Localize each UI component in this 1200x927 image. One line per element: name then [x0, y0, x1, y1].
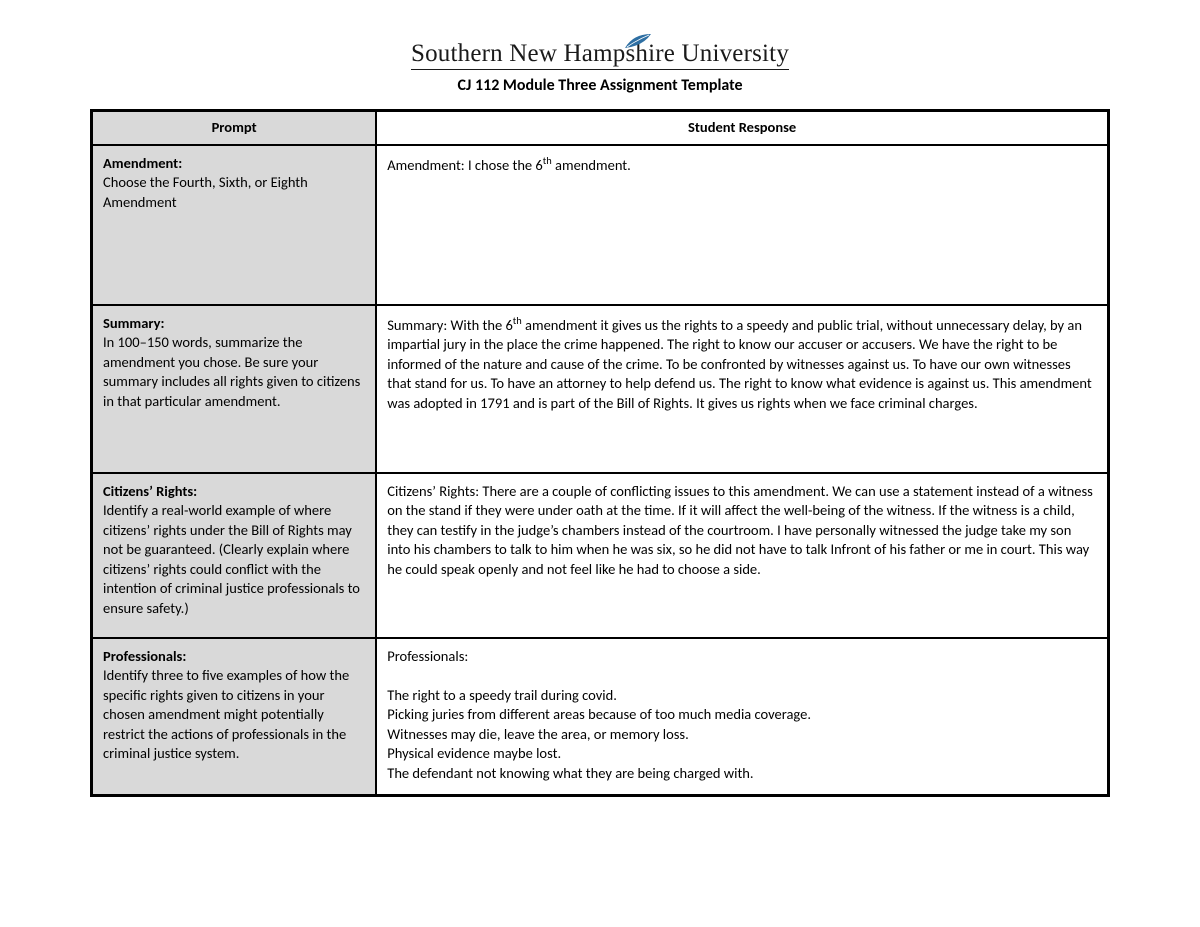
response-text-prefix: Amendment: I chose the 6 — [387, 155, 543, 173]
table-row: Professionals: Identify three to five ex… — [92, 638, 1109, 795]
university-name: Southern New Hampshire University — [411, 40, 789, 68]
table-row: Citizens’ Rights: Identify a real-world … — [92, 473, 1109, 638]
response-line: Physical evidence maybe lost. — [387, 744, 1097, 764]
response-text: Citizens’ Rights: There are a couple of … — [387, 482, 1093, 578]
assignment-table: Prompt Student Response Amendment: Choos… — [90, 109, 1110, 797]
table-row: Summary: In 100–150 words, summarize the… — [92, 305, 1109, 473]
response-line: The defendant not knowing what they are … — [387, 764, 1097, 784]
response-line: Picking juries from different areas beca… — [387, 705, 1097, 725]
leaf-icon — [623, 32, 653, 50]
university-logo-block: Southern New Hampshire University — [411, 40, 789, 70]
response-text-prefix: Summary: With the 6 — [387, 315, 513, 333]
document-page: Southern New Hampshire University CJ 112… — [0, 0, 1200, 797]
document-header: Southern New Hampshire University CJ 112… — [90, 40, 1110, 95]
table-row: Amendment: Choose the Fourth, Sixth, or … — [92, 145, 1109, 305]
header-underline — [411, 69, 789, 70]
response-line: The right to a speedy trail during covid… — [387, 686, 1097, 706]
blank-line — [387, 666, 1097, 686]
prompt-citizens-rights: Citizens’ Rights: Identify a real-world … — [92, 473, 377, 638]
column-header-prompt: Prompt — [92, 111, 377, 145]
prompt-amendment: Amendment: Choose the Fourth, Sixth, or … — [92, 145, 377, 305]
prompt-professionals: Professionals: Identify three to five ex… — [92, 638, 377, 795]
column-header-response: Student Response — [376, 111, 1108, 145]
superscript: th — [543, 154, 552, 167]
prompt-body: In 100–150 words, summarize the amendmen… — [103, 333, 360, 410]
response-citizens-rights: Citizens’ Rights: There are a couple of … — [376, 473, 1108, 638]
response-line: Witnesses may die, leave the area, or me… — [387, 725, 1097, 745]
response-amendment: Amendment: I chose the 6th amendment. — [376, 145, 1108, 305]
prompt-body: Choose the Fourth, Sixth, or Eighth Amen… — [103, 173, 308, 211]
prompt-summary: Summary: In 100–150 words, summarize the… — [92, 305, 377, 473]
prompt-title: Summary: — [103, 314, 365, 334]
superscript: th — [513, 314, 522, 327]
prompt-title: Professionals: — [103, 647, 365, 667]
response-summary: Summary: With the 6th amendment it gives… — [376, 305, 1108, 473]
prompt-body: Identify three to five examples of how t… — [103, 666, 349, 762]
prompt-title: Citizens’ Rights: — [103, 482, 365, 502]
table-header-row: Prompt Student Response — [92, 111, 1109, 145]
response-professionals: Professionals: The right to a speedy tra… — [376, 638, 1108, 795]
prompt-title: Amendment: — [103, 154, 365, 174]
prompt-body: Identify a real-world example of where c… — [103, 501, 360, 617]
response-text-suffix: amendment. — [552, 155, 631, 173]
response-heading: Professionals: — [387, 647, 1097, 667]
course-title: CJ 112 Module Three Assignment Template — [90, 76, 1110, 95]
